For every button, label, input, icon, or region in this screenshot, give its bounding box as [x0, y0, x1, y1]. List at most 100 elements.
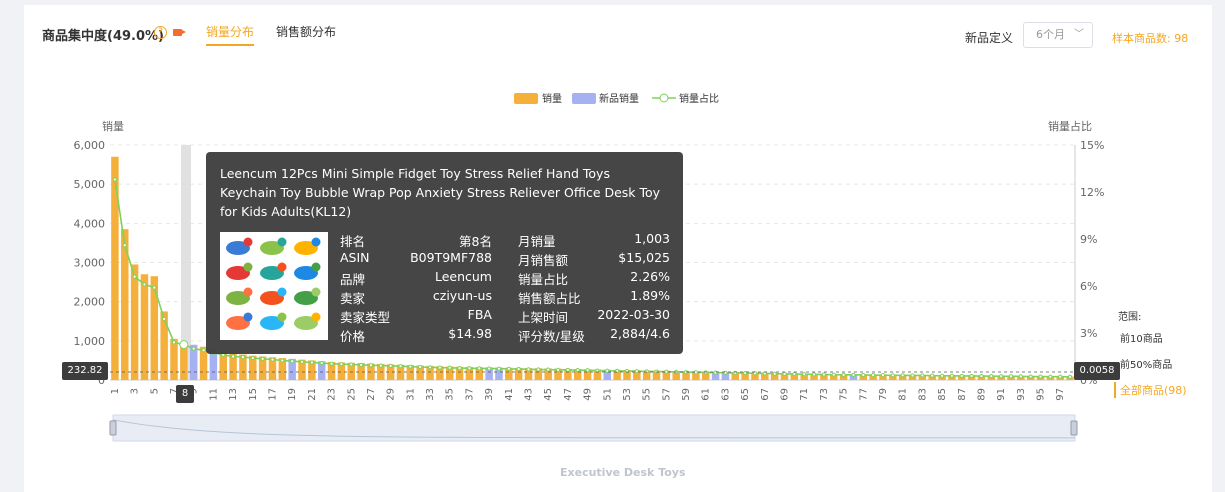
- ratio-point: [261, 357, 264, 360]
- ratio-point: [419, 365, 422, 368]
- ratio-point: [635, 370, 638, 373]
- legend-new-sales-label: 新品销量: [599, 92, 639, 105]
- range-top50[interactable]: 前50%商品: [1120, 356, 1172, 371]
- ratio-point: [1068, 375, 1071, 378]
- ratio-point: [862, 373, 865, 376]
- sales-bar: [170, 339, 177, 380]
- x-tick-label: 23: [327, 388, 338, 401]
- ratio-point: [773, 372, 776, 375]
- x-tick-label: 95: [1036, 388, 1047, 401]
- ratio-point: [231, 355, 234, 358]
- y2-axis-title: 销量占比: [1048, 119, 1092, 133]
- ratio-point: [537, 368, 540, 371]
- x-tick-label: 35: [445, 388, 456, 401]
- tooltip-rating-label: 评分数/星级: [518, 326, 585, 345]
- x-tick-label: 57: [661, 388, 672, 401]
- ratio-point: [911, 374, 914, 377]
- ratio-point: [488, 367, 491, 370]
- y-tick-label: 2,000: [74, 296, 106, 309]
- ratio-point: [291, 360, 294, 363]
- dinosaur-head: [278, 263, 287, 272]
- range-top10[interactable]: 前10商品: [1120, 330, 1163, 345]
- ratio-point: [980, 374, 983, 377]
- tooltip-monthly-sales-label: 月销量: [518, 231, 556, 250]
- ratio-point: [1049, 375, 1052, 378]
- zoom-slider-track[interactable]: [113, 415, 1075, 441]
- ratio-point: [793, 372, 796, 375]
- tooltip-asin-value: B09T9MF788: [402, 250, 492, 265]
- x-tick-label: 71: [799, 388, 810, 401]
- ratio-point: [163, 317, 166, 320]
- x-tick-label: 3: [130, 388, 141, 394]
- sales-bar: [160, 311, 167, 380]
- legend-ratio-marker: [660, 94, 668, 102]
- ratio-point: [448, 366, 451, 369]
- ratio-point: [940, 374, 943, 377]
- ratio-point: [576, 369, 579, 372]
- x-tick-label: 17: [267, 388, 278, 401]
- legend-ratio-label: 销量占比: [679, 92, 719, 105]
- tooltip-monthly-sales-value: 1,003: [590, 231, 670, 246]
- x-tick-label: 63: [720, 388, 731, 401]
- ratio-point: [300, 360, 303, 363]
- ratio-point: [556, 368, 559, 371]
- dinosaur-head: [278, 238, 287, 247]
- ratio-point: [369, 364, 372, 367]
- ratio-point: [133, 275, 136, 278]
- ratio-point: [872, 374, 875, 377]
- x-tick-label: 29: [386, 388, 397, 401]
- ratio-point: [704, 371, 707, 374]
- x-tick-label: 13: [228, 388, 239, 401]
- x-tick-label: 81: [898, 388, 909, 401]
- dinosaur-head: [244, 238, 253, 247]
- tooltip-rating-value: 2,884/4.6: [590, 326, 670, 341]
- tooltip-revenue-ratio-value: 1.89%: [590, 288, 670, 303]
- sales-bar: [151, 276, 158, 380]
- tooltip-revenue-ratio-label: 销售额占比: [518, 288, 581, 307]
- ratio-point: [1000, 375, 1003, 378]
- ratio-point: [320, 361, 323, 364]
- ratio-point: [399, 365, 402, 368]
- x-tick-label: 27: [366, 388, 377, 401]
- ratio-point: [113, 178, 116, 181]
- legend-sales-swatch: [514, 93, 538, 104]
- y-tick-label: 4,000: [74, 217, 106, 230]
- y2-tick-label: 15%: [1080, 139, 1104, 152]
- zoom-slider-right-handle[interactable]: [1071, 421, 1077, 435]
- ratio-point: [281, 359, 284, 362]
- zoom-slider-left-handle[interactable]: [110, 421, 116, 435]
- ratio-point: [931, 374, 934, 377]
- ratio-point: [180, 341, 188, 349]
- y-axis-title: 销量: [102, 119, 124, 133]
- range-all[interactable]: 全部商品(98): [1114, 382, 1187, 398]
- y-tick-label: 5,000: [74, 178, 106, 191]
- y2-axis-pointer-label: 0.0058: [1074, 362, 1120, 380]
- ratio-point: [901, 374, 904, 377]
- ratio-point: [812, 373, 815, 376]
- tooltip-rank-value: 第8名: [406, 231, 492, 250]
- ratio-point: [143, 283, 146, 286]
- ratio-point: [803, 373, 806, 376]
- tooltip-listing-date-label: 上架时间: [518, 307, 568, 326]
- ratio-point: [202, 349, 205, 352]
- dinosaur-head: [278, 313, 287, 322]
- x-tick-label: 11: [208, 388, 219, 401]
- x-tick-label: 61: [701, 388, 712, 401]
- tooltip-brand-value: Leencum: [406, 269, 492, 284]
- y-axis-pointer-label: 232.82: [62, 362, 108, 380]
- category-name: Executive Desk Toys: [560, 466, 686, 479]
- ratio-point: [497, 367, 500, 370]
- x-tick-label: 55: [642, 388, 653, 401]
- x-tick-label: 31: [405, 388, 416, 401]
- x-tick-label: 41: [504, 388, 515, 401]
- tooltip-price-label: 价格: [340, 326, 365, 345]
- ratio-point: [783, 372, 786, 375]
- product-tooltip: Leencum 12Pcs Mini Simple Fidget Toy Str…: [206, 152, 683, 354]
- y2-tick-label: 3%: [1080, 327, 1097, 340]
- x-tick-label: 79: [878, 388, 889, 401]
- dinosaur-head: [278, 288, 287, 297]
- tooltip-brand-label: 品牌: [340, 269, 365, 288]
- x-tick-label: 87: [957, 388, 968, 401]
- y2-tick-label: 9%: [1080, 233, 1097, 246]
- ratio-point: [359, 363, 362, 366]
